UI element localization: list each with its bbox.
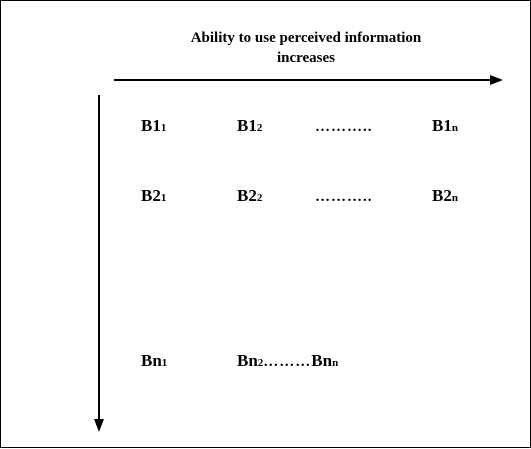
cell-bn-2-to-n: Bn2………Bnn <box>237 351 339 370</box>
cell-b2-2: B22 <box>237 186 263 205</box>
cell-b2-1: B21 <box>141 186 167 205</box>
cell-b1-n: B1n <box>432 116 458 135</box>
caption-line-2: increases <box>276 50 336 66</box>
cell-b1-2: B12 <box>237 116 263 135</box>
cell-b2-n: B2n <box>432 186 458 205</box>
cell-bn-1: Bn1 <box>141 351 168 370</box>
vertical-arrowhead-icon <box>94 419 104 432</box>
horizontal-axis-caption: Ability to use perceived information inc… <box>171 28 441 68</box>
caption-line-1: Ability to use perceived information <box>190 30 422 46</box>
cell-b1-1: B11 <box>141 116 167 135</box>
rown-ellipsis: ……… <box>263 354 312 370</box>
horizontal-arrowhead-icon <box>490 75 503 85</box>
row2-ellipsis: ……….. <box>315 189 373 205</box>
row1-ellipsis: ……….. <box>315 119 373 135</box>
